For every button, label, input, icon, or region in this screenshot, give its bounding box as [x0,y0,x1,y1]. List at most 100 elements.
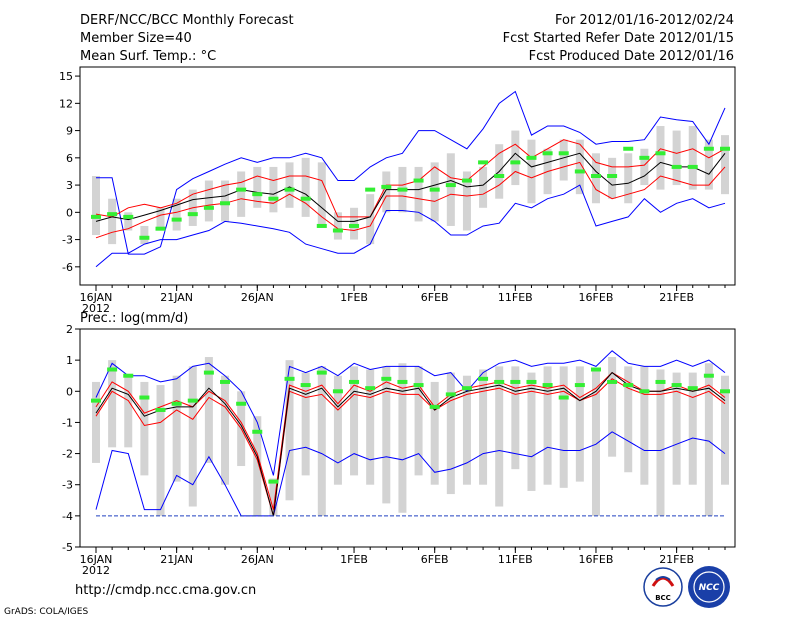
prec-xtick-label-4: 6FEB [421,553,449,566]
bcc-logo: BCC [643,567,683,607]
temp-median-mark-32 [607,174,618,178]
prec-box-day-35 [656,369,665,516]
prec-median-mark-32 [607,379,618,384]
temp-median-mark-13 [300,196,311,201]
prec-median-mark-33 [623,383,634,388]
temp-xtick-label-4: 6FEB [421,291,449,304]
prec-median-mark-1 [107,367,118,372]
temp-xtick-label-5: 11FEB [498,291,533,304]
prec-median-mark-10 [252,429,263,434]
prec-ytick-label-6: 1 [66,354,73,367]
prec-box-day-8 [221,375,230,485]
prec-box-day-39 [721,375,729,485]
temp-box-day-18 [382,171,391,213]
prec-xtick-label-2: 26JAN [241,553,274,566]
prec-box-day-20 [414,366,423,476]
temp-box-day-29 [559,139,568,181]
prec-mean-line [95,371,726,517]
prec-box-day-1 [108,360,117,448]
temp-box-day-23 [462,171,471,231]
temp-median-mark-16 [349,223,360,228]
temp-median-mark-22 [445,183,456,188]
temp-box-day-39 [721,135,729,195]
temp-median-mark-10 [252,192,263,197]
temp-box-day-10 [253,166,262,208]
temp-median-mark-11 [268,196,279,201]
prec-box-day-26 [511,366,520,470]
temp-median-mark-29 [558,151,569,156]
temp-box-day-30 [575,139,584,195]
temp-box-day-7 [204,180,213,222]
prec-ytick-label-3: -2 [62,448,73,461]
temp-median-mark-15 [332,228,343,233]
temp-box-day-31 [591,153,600,204]
prec-median-mark-2 [123,373,134,378]
temp-median-mark-17 [365,187,376,192]
prec-ytick-label-4: -1 [62,416,73,429]
temp-median-mark-24 [478,160,489,165]
temp-median-mark-7 [203,205,214,210]
prec-box-day-2 [124,375,133,448]
prec-median-mark-36 [671,383,682,388]
prec-median-mark-34 [639,389,650,394]
precipitation-panel: -5 -4 -3 -2 -1 0 1 2 16JAN 21JAN 26JAN 1FEB 6FEB 11FE… [62,323,736,577]
prec-box-day-15 [333,375,342,485]
grads-credit: GrADS: COLA/IGES [4,607,88,617]
prec-median-mark-38 [703,373,714,378]
prec-box-day-32 [608,357,617,457]
temp-median-mark-6 [187,212,198,217]
temp-median-mark-18 [381,184,392,189]
bcc-logo-text: BCC [655,594,671,602]
source-url[interactable]: http://cmdp.ncc.cma.gov.cn [75,583,256,598]
temp-median-mark-14 [316,223,327,228]
prec-median-mark-19 [397,379,408,384]
prec-xtick-label-0: 16JAN [80,553,113,566]
prec-median-mark-26 [510,379,521,384]
temp-median-mark-21 [429,187,440,192]
prec-median-mark-30 [574,383,585,388]
prec-median-mark-24 [478,376,489,381]
prec-ytick-label-2: -3 [62,479,73,492]
prec-median-mark-29 [558,395,569,400]
prec-median-mark-35 [655,379,666,384]
temp-box-day-11 [269,166,278,213]
prec-box-day-21 [430,381,439,485]
temp-upper-line [95,139,726,218]
temp-median-mark-20 [413,178,424,183]
temp-box-day-4 [156,207,165,231]
prec-box-day-25 [495,366,504,507]
temp-year-label: 2012 [82,302,110,315]
prec-ytick-label-0: -5 [62,541,73,554]
prec-box-day-11 [269,478,278,516]
prec-box-day-36 [672,372,681,485]
prec-box-day-7 [204,357,213,463]
temp-ytick-label-7: 15 [59,70,73,83]
temp-median-mark-1 [107,212,118,217]
prec-median-mark-5 [171,401,182,406]
temp-box-day-27 [527,139,536,204]
prec-xtick-label-6: 16FEB [579,553,614,566]
temp-max-line [96,90,726,255]
prec-box-day-30 [575,366,584,482]
prec-box-day-10 [253,416,262,516]
forecast-produced-label: Fcst Produced Date 2012/01/16 [529,49,734,64]
temp-median-mark-8 [220,201,231,206]
bcc-logo-ring [643,567,683,607]
prec-median-mark-3 [139,395,150,400]
temp-ytick-label-3: 3 [66,179,73,192]
temp-box-day-3 [140,225,149,245]
prec-median-mark-12 [284,376,295,381]
prec-box-day-24 [479,369,488,485]
prec-ytick-label-5: 0 [66,385,73,398]
prec-median-mark-4 [155,407,166,412]
temp-box-day-1 [108,198,117,245]
prec-box-day-6 [188,366,197,507]
temp-ytick-label-1: -3 [62,234,73,247]
temp-box-day-22 [446,153,455,226]
temp-median-mark-34 [639,155,650,160]
prec-box-day-37 [688,372,697,485]
prec-median-mark-14 [316,370,327,375]
prec-median-mark-8 [220,379,231,384]
prec-median-mark-27 [526,379,537,384]
